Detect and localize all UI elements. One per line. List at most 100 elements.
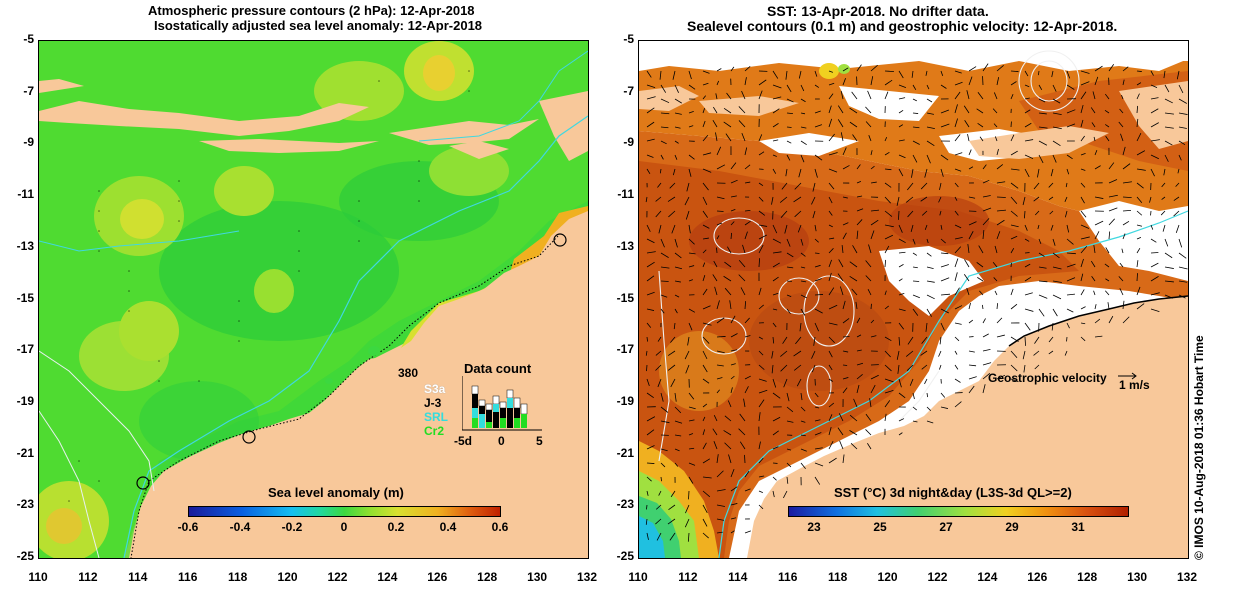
sla-tick: 0.2 xyxy=(387,520,405,534)
velocity-arrow xyxy=(849,121,858,128)
velocity-arrow xyxy=(738,259,746,268)
velocity-arrow xyxy=(1149,196,1152,203)
velocity-arrow xyxy=(771,350,774,359)
velocity-arrow xyxy=(1150,139,1160,142)
velocity-arrow xyxy=(1051,70,1054,78)
velocity-arrow xyxy=(702,416,706,422)
velocity-arrow xyxy=(674,392,677,402)
velocity-arrow xyxy=(1175,182,1180,187)
velocity-arrow xyxy=(940,406,949,409)
velocity-arrow xyxy=(716,454,719,464)
velocity-arrow xyxy=(781,182,788,190)
velocity-arrow xyxy=(828,196,833,204)
velocity-arrow xyxy=(686,182,690,192)
velocity-arrow xyxy=(868,135,872,142)
velocity-arrow xyxy=(646,96,656,100)
velocity-arrow xyxy=(1024,276,1032,282)
velocity-arrow xyxy=(884,305,889,310)
velocity-arrow xyxy=(940,308,950,314)
velocity-arrow xyxy=(828,414,833,422)
velocity-arrow xyxy=(674,448,680,452)
velocity-arrow xyxy=(1052,238,1056,246)
velocity-arrow xyxy=(1136,150,1146,156)
velocity-arrow xyxy=(856,180,862,184)
velocity-arrow xyxy=(870,374,879,380)
velocity-arrow xyxy=(659,70,662,80)
velocity-arrow xyxy=(660,126,669,129)
velocity-arrow xyxy=(1066,263,1076,268)
velocity-arrow xyxy=(842,165,850,170)
velocity-arrow xyxy=(1064,350,1068,356)
velocity-arrow xyxy=(982,195,991,198)
mission-j3-label: J-3 xyxy=(424,396,442,410)
velocity-arrow xyxy=(772,430,779,436)
velocity-arrow xyxy=(954,287,960,296)
velocity-arrow xyxy=(1051,322,1054,331)
velocity-arrow xyxy=(786,84,792,93)
velocity-arrow xyxy=(814,168,818,178)
velocity-arrow xyxy=(1178,154,1182,161)
velocity-arrow xyxy=(655,518,662,525)
velocity-arrow xyxy=(730,221,735,226)
velocity-arrow xyxy=(1023,364,1026,373)
velocity-arrow xyxy=(1122,233,1126,240)
velocity-arrow xyxy=(786,140,792,144)
velocity-arrow xyxy=(727,246,732,254)
velocity-arrow xyxy=(793,364,802,371)
left-map-title-line2: Isostatically adjusted sea level anomaly… xyxy=(154,18,483,33)
velocity-arrow xyxy=(954,70,962,74)
velocity-arrow xyxy=(713,260,718,268)
velocity-arrow xyxy=(884,151,890,156)
latitude-tick-label: -5 xyxy=(23,32,34,46)
velocity-arrow xyxy=(646,490,649,496)
velocity-arrow xyxy=(884,350,891,358)
velocity-arrow xyxy=(712,428,718,436)
velocity-arrow xyxy=(702,378,710,384)
geostrophic-velocity-label: Geostrophic velocity xyxy=(988,371,1107,385)
velocity-arrow xyxy=(828,210,833,216)
velocity-arrow xyxy=(772,168,777,174)
velocity-arrow xyxy=(655,210,662,218)
velocity-arrow xyxy=(1010,134,1015,142)
velocity-arrow xyxy=(867,289,872,296)
velocity-arrow xyxy=(1066,322,1070,329)
velocity-arrow xyxy=(898,392,906,399)
velocity-arrow xyxy=(660,406,669,413)
sla-tick: -0.4 xyxy=(229,520,251,534)
velocity-arrow xyxy=(685,364,690,374)
velocity-arrow xyxy=(907,210,914,218)
velocity-arrow xyxy=(716,164,726,170)
velocity-arrow xyxy=(884,182,892,188)
velocity-arrow xyxy=(898,168,904,177)
velocity-arrow xyxy=(1164,280,1174,283)
velocity-arrow xyxy=(954,236,963,240)
velocity-arrow xyxy=(725,133,732,142)
velocity-arrow xyxy=(715,93,718,100)
velocity-arrow xyxy=(702,364,708,373)
velocity-arrow xyxy=(828,336,835,344)
velocity-arrow xyxy=(1080,289,1085,296)
velocity-arrow xyxy=(814,462,824,467)
velocity-arrow xyxy=(772,276,779,282)
velocity-arrow xyxy=(800,238,804,246)
velocity-arrow xyxy=(1150,84,1158,88)
velocity-arrow xyxy=(828,70,833,73)
velocity-arrow xyxy=(856,373,863,380)
velocity-arrow xyxy=(688,406,696,410)
velocity-arrow xyxy=(741,90,746,100)
velocity-arrow xyxy=(1164,112,1174,115)
velocity-arrow xyxy=(1136,168,1146,171)
longitude-tick-label: 114 xyxy=(128,570,148,584)
velocity-arrow xyxy=(1066,109,1076,114)
velocity-arrow xyxy=(660,280,669,282)
velocity-arrow xyxy=(898,264,904,268)
velocity-arrow xyxy=(840,132,844,142)
velocity-arrow xyxy=(1064,210,1068,218)
velocity-arrow xyxy=(674,154,678,160)
velocity-arrow xyxy=(727,400,732,408)
velocity-arrow xyxy=(869,398,872,408)
velocity-arrow xyxy=(912,112,919,114)
velocity-arrow xyxy=(646,378,650,387)
velocity-arrow xyxy=(856,334,862,338)
velocity-arrow xyxy=(1024,97,1030,100)
